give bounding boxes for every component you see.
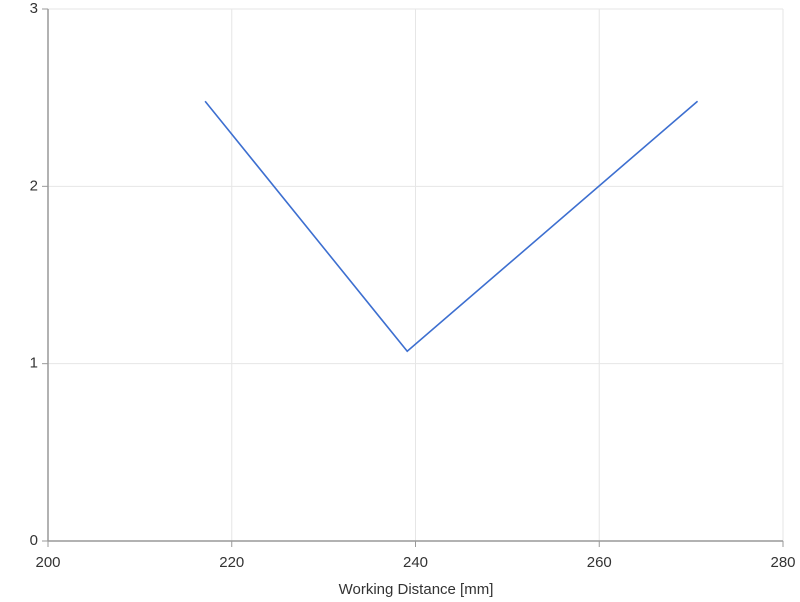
y-tick-label: 2 (30, 177, 38, 194)
x-tick-label: 280 (770, 554, 795, 571)
y-tick-label: 0 (30, 532, 38, 549)
x-tick-label: 200 (35, 554, 60, 571)
x-tick-label: 240 (403, 554, 428, 571)
x-axis-label: Working Distance [mm] (339, 581, 494, 598)
y-tick-label: 1 (30, 355, 38, 372)
x-tick-label: 220 (219, 554, 244, 571)
x-tick-label: 260 (587, 554, 612, 571)
line-series (204, 100, 699, 353)
y-tick-label: 3 (30, 0, 38, 17)
